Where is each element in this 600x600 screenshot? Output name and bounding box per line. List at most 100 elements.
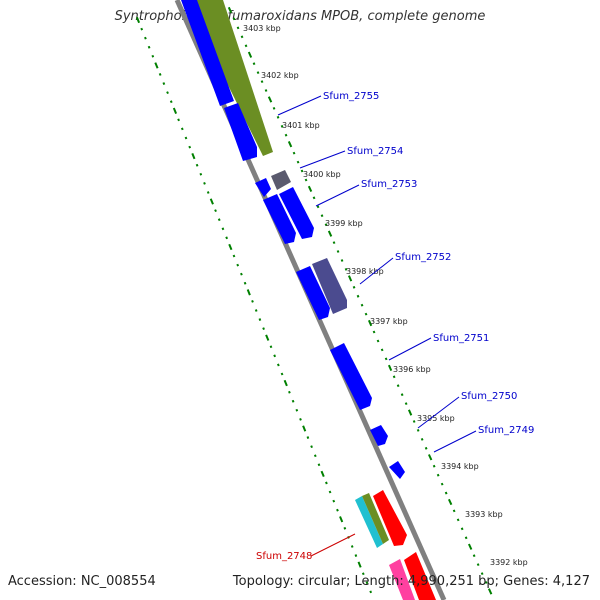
major-tick-mark: [228, 243, 233, 251]
scale-label: 3392 kbp: [490, 558, 528, 567]
gene-feature-blue: [181, 0, 234, 106]
major-tick-mark: [307, 185, 313, 193]
minor-tick-mark: [184, 136, 188, 140]
minor-tick-mark: [144, 36, 147, 40]
minor-tick-mark: [324, 223, 328, 227]
minor-tick-mark: [276, 115, 280, 119]
minor-tick-mark: [336, 508, 339, 512]
minor-tick-mark: [243, 281, 247, 285]
minor-tick-mark: [291, 399, 295, 403]
major-tick-mark: [447, 498, 453, 506]
minor-tick-mark: [372, 330, 376, 334]
minor-tick-mark: [365, 581, 369, 585]
gene-feature-red: [373, 490, 407, 546]
gene-feature-purple: [312, 258, 347, 314]
minor-tick-mark: [292, 151, 296, 155]
scale-label: 3402 kbp: [261, 71, 299, 80]
minor-tick-mark: [221, 227, 225, 231]
gene-label[interactable]: Sfum_2755: [323, 91, 379, 102]
minor-tick-mark: [317, 463, 321, 467]
inner-tick-ring: [135, 16, 373, 594]
minor-tick-mark: [195, 163, 199, 167]
minor-tick-mark: [476, 563, 480, 567]
gene-feature-blue: [370, 425, 388, 446]
gene-feature-gray: [271, 170, 291, 190]
major-tick-mark: [246, 289, 251, 296]
minor-tick-mark: [420, 437, 424, 441]
minor-tick-mark: [400, 393, 404, 397]
scale-label: 3395 kbp: [417, 414, 455, 423]
minor-tick-mark: [284, 133, 288, 137]
minor-tick-mark: [264, 89, 268, 92]
minor-tick-mark: [251, 300, 254, 303]
major-tick-mark: [154, 62, 159, 69]
minor-tick-mark: [236, 263, 240, 267]
scale-label: 3393 kbp: [465, 510, 503, 519]
minor-tick-mark: [369, 590, 373, 594]
minor-tick-mark: [444, 491, 448, 495]
minor-tick-mark: [452, 509, 456, 513]
major-tick-mark: [327, 230, 333, 237]
minor-tick-mark: [313, 454, 317, 458]
minor-tick-mark: [412, 420, 416, 423]
major-tick-mark: [467, 543, 473, 550]
minor-tick-mark: [316, 205, 320, 209]
minor-tick-mark: [440, 482, 444, 486]
gene-label-leaders: [277, 95, 477, 557]
gene-label[interactable]: Sfum_2753: [361, 179, 417, 190]
scale-label: 3397 kbp: [370, 317, 408, 326]
minor-tick-mark: [272, 106, 276, 110]
minor-tick-mark: [280, 372, 284, 376]
minor-tick-mark: [296, 160, 300, 164]
minor-tick-mark: [147, 45, 151, 49]
major-tick-mark: [320, 470, 325, 477]
minor-tick-mark: [169, 100, 173, 104]
minor-tick-mark: [162, 82, 166, 85]
minor-tick-mark: [280, 124, 284, 128]
minor-tick-mark: [436, 473, 440, 477]
minor-tick-mark: [464, 536, 468, 540]
minor-tick-mark: [404, 402, 408, 406]
minor-tick-mark: [312, 196, 316, 200]
minor-tick-mark: [203, 182, 206, 185]
gene-label[interactable]: Sfum_2752: [395, 252, 451, 263]
gene-feature-red: [404, 552, 436, 600]
minor-tick-mark: [310, 445, 313, 449]
minor-tick-mark: [484, 581, 488, 584]
major-tick-mark: [265, 334, 270, 341]
major-tick-mark: [367, 319, 373, 327]
major-tick-mark: [227, 6, 233, 14]
major-tick-mark: [487, 588, 493, 595]
minor-tick-mark: [328, 490, 332, 494]
gene-label[interactable]: Sfum_2754: [347, 146, 403, 157]
outer-tick-ring: [227, 6, 493, 595]
minor-tick-mark: [364, 312, 368, 316]
scale-markers: 3403 kbp 3402 kbp 3401 kbp 3400 kbp 3399…: [243, 24, 528, 567]
minor-tick-mark: [217, 218, 221, 222]
gene-feature-blue: [263, 194, 296, 244]
gene-label-highlighted[interactable]: Sfum_2748: [256, 551, 312, 562]
gene-label[interactable]: Sfum_2749: [478, 425, 534, 436]
minor-tick-mark: [288, 390, 291, 394]
minor-tick-mark: [306, 436, 310, 439]
minor-tick-mark: [158, 73, 162, 76]
minor-tick-mark: [472, 554, 476, 558]
gene-label[interactable]: Sfum_2751: [433, 333, 489, 344]
minor-tick-mark: [232, 17, 236, 21]
minor-tick-mark: [244, 44, 248, 48]
gene-feature-blue: [279, 187, 314, 239]
minor-tick-mark: [380, 348, 384, 352]
minor-tick-mark: [258, 318, 262, 321]
major-tick-mark: [407, 409, 413, 416]
minor-tick-mark: [188, 145, 192, 149]
major-tick-mark: [347, 275, 353, 282]
minor-tick-mark: [140, 27, 144, 31]
label-leader-line: [299, 150, 346, 169]
minor-tick-mark: [260, 80, 264, 84]
minor-tick-mark: [254, 309, 258, 312]
minor-tick-mark: [456, 518, 460, 522]
minor-tick-mark: [343, 526, 347, 530]
minor-tick-mark: [376, 339, 380, 343]
gene-label[interactable]: Sfum_2750: [461, 391, 517, 402]
label-leader-line: [433, 430, 477, 453]
